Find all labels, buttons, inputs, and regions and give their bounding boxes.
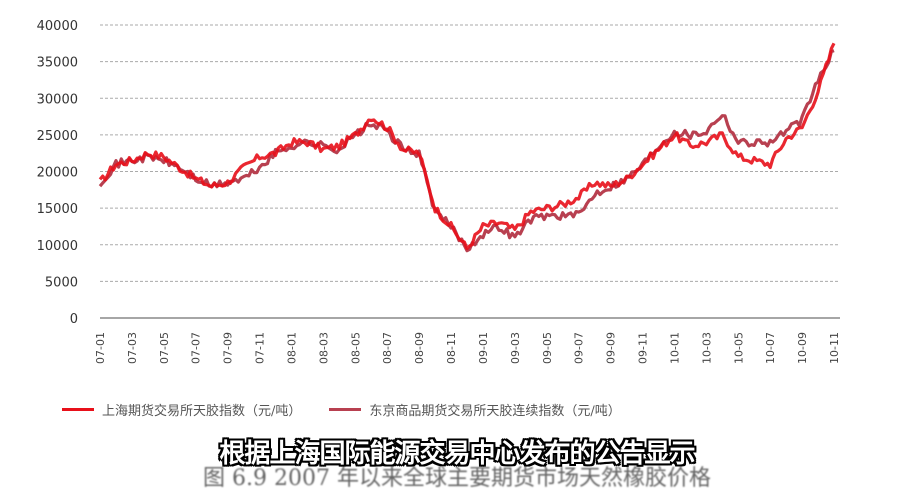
legend-item-shfe: 上海期货交易所天胶指数（元/吨） [62, 400, 301, 419]
x-tick-label: 07-01 [94, 332, 107, 364]
x-tick-label: 10-07 [764, 332, 777, 364]
x-tick-label: 09-09 [605, 332, 618, 364]
series-line-tocom [98, 49, 835, 253]
x-tick-label: 10-01 [668, 332, 681, 364]
x-tick-label: 09-03 [509, 332, 522, 364]
x-tick-label: 07-09 [222, 332, 235, 364]
x-tick-label: 10-03 [700, 332, 713, 364]
y-tick-label: 0 [70, 312, 78, 327]
x-tick-label: 09-01 [477, 332, 490, 364]
legend-swatch-tocom [329, 408, 362, 411]
y-axis-labels: 0 5000 10000 15000 20000 25000 30000 35000 40000 [37, 19, 78, 327]
x-tick-label: 10-11 [828, 332, 841, 364]
gridlines [100, 24, 840, 319]
x-tick-label: 08-03 [317, 332, 330, 364]
x-tick-label: 10-05 [732, 332, 745, 364]
x-tick-label: 08-01 [285, 332, 298, 364]
y-tick-label: 5000 [45, 275, 78, 290]
y-tick-label: 20000 [37, 166, 78, 181]
data-series [98, 42, 836, 253]
series-line-shfe [98, 42, 836, 251]
x-tick-label: 07-03 [126, 332, 139, 364]
y-tick-label: 30000 [37, 92, 78, 107]
y-tick-label: 25000 [37, 129, 78, 144]
x-tick-label: 08-07 [381, 332, 394, 364]
y-tick-label: 15000 [37, 202, 78, 217]
x-tick-label: 09-07 [573, 332, 586, 364]
y-tick-label: 10000 [37, 239, 78, 254]
legend-label-shfe: 上海期货交易所天胶指数（元/吨） [102, 404, 302, 419]
figure-caption: 图 6.9 2007 年以来全球主要期货市场天然橡胶价格 [203, 466, 711, 491]
x-tick-label: 08-09 [413, 332, 426, 364]
x-tick-label: 08-11 [445, 332, 458, 364]
legend-label-tocom: 东京商品期货交易所天胶连续指数（元/吨） [369, 404, 621, 419]
x-axis-labels: 07-01 07-03 07-05 07-07 07-09 07-11 08-01 08-03… [94, 332, 841, 364]
x-tick-label: 08-05 [349, 332, 362, 364]
y-tick-label: 40000 [37, 19, 78, 34]
y-tick-label: 35000 [37, 56, 78, 71]
video-subtitle: 根据上海国际能源交易中心发布的公告显示 [219, 439, 695, 469]
line-chart: 0 5000 10000 15000 20000 25000 30000 35000 40000… [37, 19, 841, 364]
x-tick-label: 09-05 [541, 332, 554, 364]
x-tick-label: 07-07 [190, 332, 203, 364]
x-tick-label: 07-11 [254, 332, 267, 364]
x-tick-label: 07-05 [158, 332, 171, 364]
legend-item-tocom: 东京商品期货交易所天胶连续指数（元/吨） [329, 400, 621, 419]
x-tick-label: 10-09 [796, 332, 809, 364]
legend: 上海期货交易所天胶指数（元/吨） 东京商品期货交易所天胶连续指数（元/吨） [62, 400, 649, 419]
x-tick-label: 09-11 [637, 332, 650, 364]
legend-swatch-shfe [62, 408, 94, 411]
